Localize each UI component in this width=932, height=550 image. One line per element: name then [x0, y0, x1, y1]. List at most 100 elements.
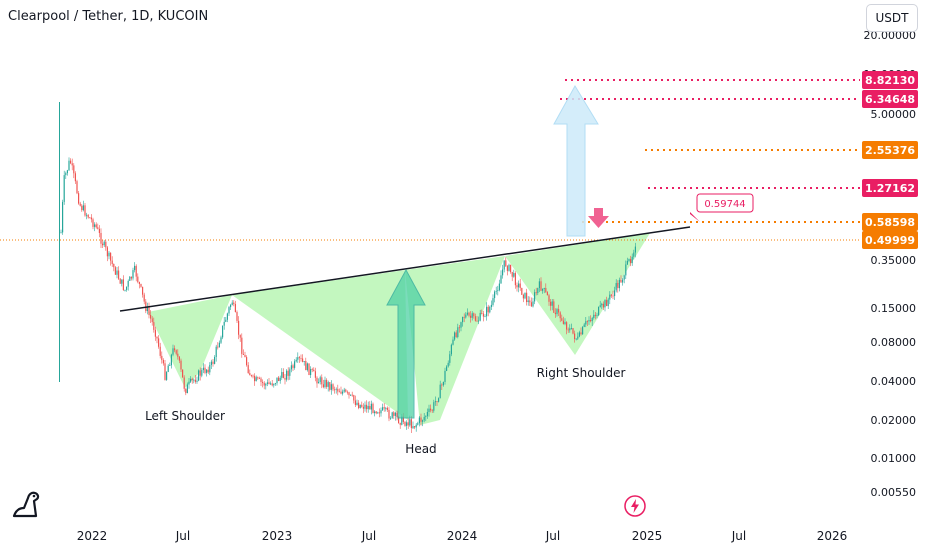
candle-body — [530, 302, 532, 307]
candle-body — [586, 321, 588, 323]
candle-body — [137, 276, 139, 282]
candle-body — [527, 300, 529, 303]
candle-body — [346, 391, 348, 393]
candle-body — [414, 426, 416, 428]
arrow-up-icon — [386, 268, 426, 419]
candle-body — [234, 304, 236, 313]
candle-body — [295, 359, 297, 362]
candle-body — [130, 276, 132, 279]
candle-body — [212, 361, 214, 364]
candle-body — [249, 373, 251, 376]
candle-body — [623, 275, 625, 280]
candle-body — [98, 228, 100, 233]
candle-body — [534, 292, 536, 302]
candle-body — [588, 320, 590, 322]
candle-body — [550, 301, 552, 306]
candle-body — [510, 264, 512, 273]
candle-body — [502, 269, 504, 276]
candle-body — [481, 312, 483, 314]
x-axis: 2022 Jul 2023 Jul 2024 Jul 2025 Jul 2026 — [77, 529, 848, 543]
candle-body — [265, 383, 267, 386]
candle-body — [305, 361, 307, 371]
candle-body — [140, 283, 142, 287]
candle-body — [593, 314, 595, 318]
candle-body — [311, 369, 313, 370]
price-badge — [862, 179, 918, 197]
candle-body — [380, 410, 382, 414]
candle-body — [633, 252, 635, 257]
candle-body — [423, 416, 425, 421]
candle-body — [62, 201, 64, 233]
candle-body — [270, 383, 272, 385]
candle-body — [345, 389, 347, 392]
candle-body — [338, 391, 340, 393]
candle-body — [399, 423, 401, 425]
candle-body — [95, 224, 97, 228]
candle-body — [124, 289, 126, 291]
candle-body — [71, 163, 73, 166]
y-tick-label: 0.02000 — [871, 414, 917, 427]
candle-body — [263, 382, 265, 386]
candle-body — [150, 314, 152, 319]
candle-body — [142, 286, 144, 295]
candle-body — [503, 260, 505, 270]
candle-body — [276, 377, 278, 384]
candle-body — [254, 375, 256, 382]
candle-body — [406, 422, 408, 426]
candle-body — [87, 214, 89, 218]
candle-body — [266, 382, 268, 384]
candle-body — [449, 354, 451, 363]
candle-body — [476, 320, 478, 322]
target-pointer — [690, 212, 700, 222]
candle-body — [214, 357, 216, 364]
candle-body — [543, 288, 545, 289]
candle-body — [372, 403, 374, 414]
candle-body — [441, 384, 443, 386]
candle-body — [337, 388, 339, 392]
candle-body — [626, 260, 628, 265]
candle-body — [217, 346, 219, 348]
price-badge — [862, 90, 918, 108]
candle-body — [241, 337, 243, 354]
candle-body — [444, 370, 446, 382]
candle-body — [334, 389, 336, 391]
candle-body — [65, 173, 67, 176]
candle-body — [191, 378, 193, 381]
candle-body — [583, 324, 585, 327]
candle-body — [356, 402, 358, 405]
candle-body — [388, 409, 390, 419]
price-badge-value: 1.27162 — [865, 182, 915, 195]
candle-body — [412, 426, 414, 429]
candle-body — [79, 203, 81, 206]
candle-body — [471, 313, 473, 318]
candle-body — [542, 288, 544, 291]
candle-body — [518, 283, 520, 288]
candle-body — [426, 411, 428, 417]
candle-body — [570, 328, 572, 329]
candle-body — [226, 313, 228, 320]
right-shoulder-label: Right Shoulder — [537, 366, 626, 380]
candle-body — [169, 365, 171, 366]
candle-body — [508, 264, 510, 271]
candle-body — [182, 369, 184, 378]
x-tick-label: Jul — [731, 529, 746, 543]
candle-body — [438, 398, 440, 402]
candle-body — [290, 365, 292, 370]
candle-body — [154, 329, 156, 337]
candle-body — [324, 379, 326, 388]
candle-body — [620, 279, 622, 283]
candle-body — [303, 361, 305, 362]
candlesticks — [59, 102, 636, 433]
candle-body — [108, 252, 110, 257]
candle-body — [116, 270, 118, 275]
candle-body — [121, 279, 123, 284]
candle-body — [196, 380, 198, 382]
currency-button[interactable]: USDT — [866, 4, 918, 32]
candle-body — [310, 369, 312, 375]
candle-body — [199, 370, 201, 376]
lightning-icon[interactable] — [624, 495, 646, 517]
candle-body — [492, 298, 494, 305]
candle-body — [308, 363, 310, 375]
candle-body — [362, 406, 364, 409]
